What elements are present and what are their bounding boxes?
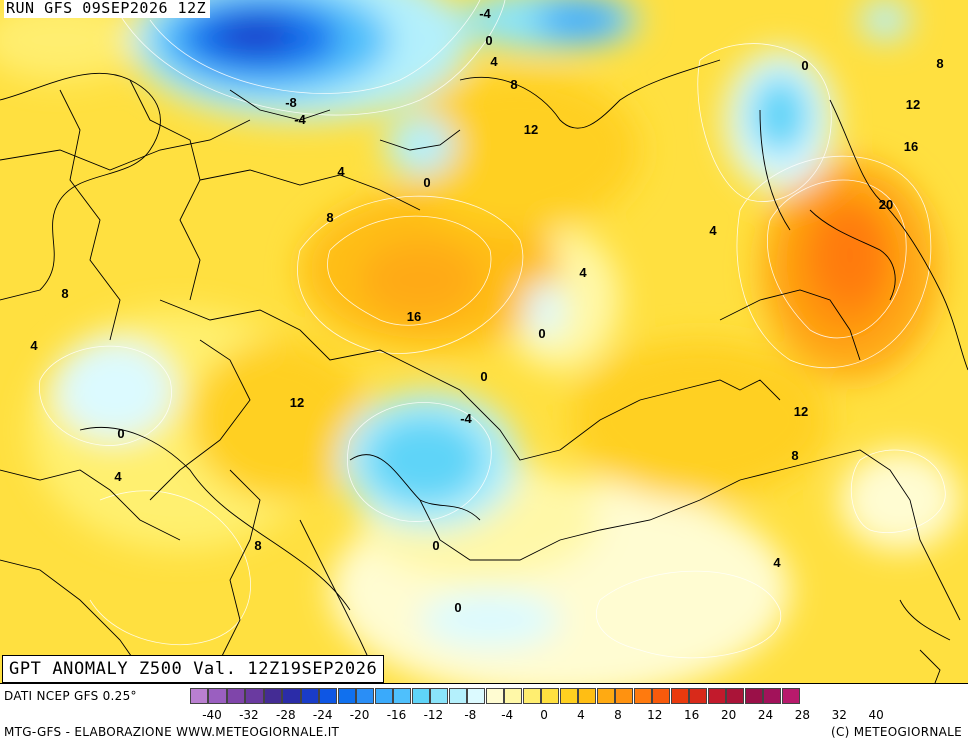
- scale-swatch: [744, 688, 763, 704]
- scale-swatch: [763, 688, 782, 704]
- contour-label: 4: [337, 164, 345, 179]
- contour-label: 0: [538, 326, 545, 341]
- scale-swatch: [393, 688, 412, 704]
- scale-swatch: [282, 688, 301, 704]
- scale-swatch: [356, 688, 375, 704]
- scale-swatch: [541, 688, 560, 704]
- scale-swatch: [504, 688, 523, 704]
- scale-tick-label: 16: [684, 708, 700, 722]
- contour-label: 12: [794, 404, 808, 419]
- scale-tick-label: -8: [464, 708, 477, 722]
- contour-label: 4: [30, 338, 38, 353]
- scale-swatch: [485, 688, 504, 704]
- contour-label: 4: [709, 223, 717, 238]
- scale-swatch: [319, 688, 338, 704]
- scale-tick-label: -28: [275, 708, 296, 722]
- contour-label: 4: [114, 469, 122, 484]
- scale-swatch: [337, 688, 356, 704]
- scale-tick-label: 32: [831, 708, 847, 722]
- scale-swatch: [781, 688, 800, 704]
- scale-swatch: [559, 688, 578, 704]
- scale-swatch: [263, 688, 283, 704]
- contour-label: 12: [906, 97, 920, 112]
- scale-swatch: [652, 688, 671, 704]
- scale-tick-label: 4: [577, 708, 585, 722]
- anomaly-field: -4 0 4 8 12 -8 -4 4 0 8 12 16 20 4 4 8 1…: [0, 0, 968, 683]
- scale-swatch: [411, 688, 430, 704]
- scale-swatch: [226, 688, 246, 704]
- contour-label: 0: [485, 33, 492, 48]
- contour-label: 8: [326, 210, 333, 225]
- scale-tick-label: 8: [614, 708, 622, 722]
- contour-label: -4: [294, 112, 306, 127]
- contour-label: 8: [510, 77, 517, 92]
- scale-tick-label: -32: [239, 708, 259, 722]
- contour-label: -8: [285, 95, 297, 110]
- credit-left: MTG-GFS - ELABORAZIONE WWW.METEOGIORNALE…: [4, 725, 340, 739]
- contour-label: 20: [879, 197, 893, 212]
- scale-swatch: [633, 688, 652, 704]
- contour-labels: -4 0 4 8 12 -8 -4 4 0 8 12 16 20 4 4 8 1…: [30, 6, 943, 615]
- contour-label: 8: [254, 538, 261, 553]
- credit-right: (C) METEOGIORNALE: [830, 725, 962, 739]
- scale-swatch: [208, 688, 227, 704]
- scale-tick-label: -4: [501, 708, 514, 722]
- contour-label: 0: [117, 426, 124, 441]
- contour-label: 0: [423, 175, 430, 190]
- scale-swatch: [689, 688, 708, 704]
- scale-tick-label: 40: [868, 708, 884, 722]
- scale-swatch: [615, 688, 634, 704]
- scale-tick-label: 12: [647, 708, 663, 722]
- contour-label: 16: [904, 139, 918, 154]
- scale-swatch: [578, 688, 597, 704]
- scale-swatch: [300, 688, 319, 704]
- scale-tick-label: 20: [720, 708, 737, 722]
- contour-label: 16: [407, 309, 421, 324]
- run-label: RUN GFS 09SEP2026 12Z: [4, 0, 211, 18]
- contour-label: 12: [524, 122, 538, 137]
- contour-label: 4: [579, 265, 587, 280]
- scale-swatch: [374, 688, 393, 704]
- forecast-map: -4 0 4 8 12 -8 -4 4 0 8 12 16 20 4 4 8 1…: [0, 0, 968, 683]
- map-title: GPT ANOMALY Z500 Val. 12Z19SEP2026: [2, 655, 385, 683]
- contour-label: 0: [432, 538, 439, 553]
- contour-label: 4: [773, 555, 781, 570]
- contour-label: 8: [936, 56, 943, 71]
- scale-swatch: [670, 688, 689, 704]
- scale-swatch: [190, 688, 209, 704]
- scale-swatch: [522, 688, 541, 704]
- scale-tick-label: -12: [423, 708, 444, 722]
- contour-label: 0: [454, 600, 461, 615]
- scale-swatch: [707, 688, 726, 704]
- scale-swatch: [726, 688, 745, 704]
- scale-tick-label: -20: [349, 708, 370, 722]
- contour-label: 0: [480, 369, 487, 384]
- scale-tick-label: 24: [757, 708, 774, 722]
- scale-swatch: [448, 688, 467, 704]
- contour-label: 8: [61, 286, 68, 301]
- contour-label: 8: [791, 448, 798, 463]
- contour-label: 4: [490, 54, 498, 69]
- contour-label: -4: [460, 411, 472, 426]
- scale-swatch: [467, 688, 486, 704]
- scale-tick-label: -16: [386, 708, 407, 722]
- contour-label: 0: [801, 58, 808, 73]
- scale-tick-label: 28: [794, 708, 811, 722]
- color-scale: [190, 688, 800, 704]
- scale-tick-label: -40: [202, 708, 222, 722]
- data-source-label: DATI NCEP GFS 0.25°: [4, 689, 137, 703]
- scale-swatch: [596, 688, 615, 704]
- scale-tick-label: -24: [312, 708, 333, 722]
- contour-label: -4: [479, 6, 491, 21]
- scale-tick-label: 0: [540, 708, 548, 722]
- scale-swatch: [245, 688, 264, 704]
- contour-label: 12: [290, 395, 304, 410]
- scale-swatch: [430, 688, 449, 704]
